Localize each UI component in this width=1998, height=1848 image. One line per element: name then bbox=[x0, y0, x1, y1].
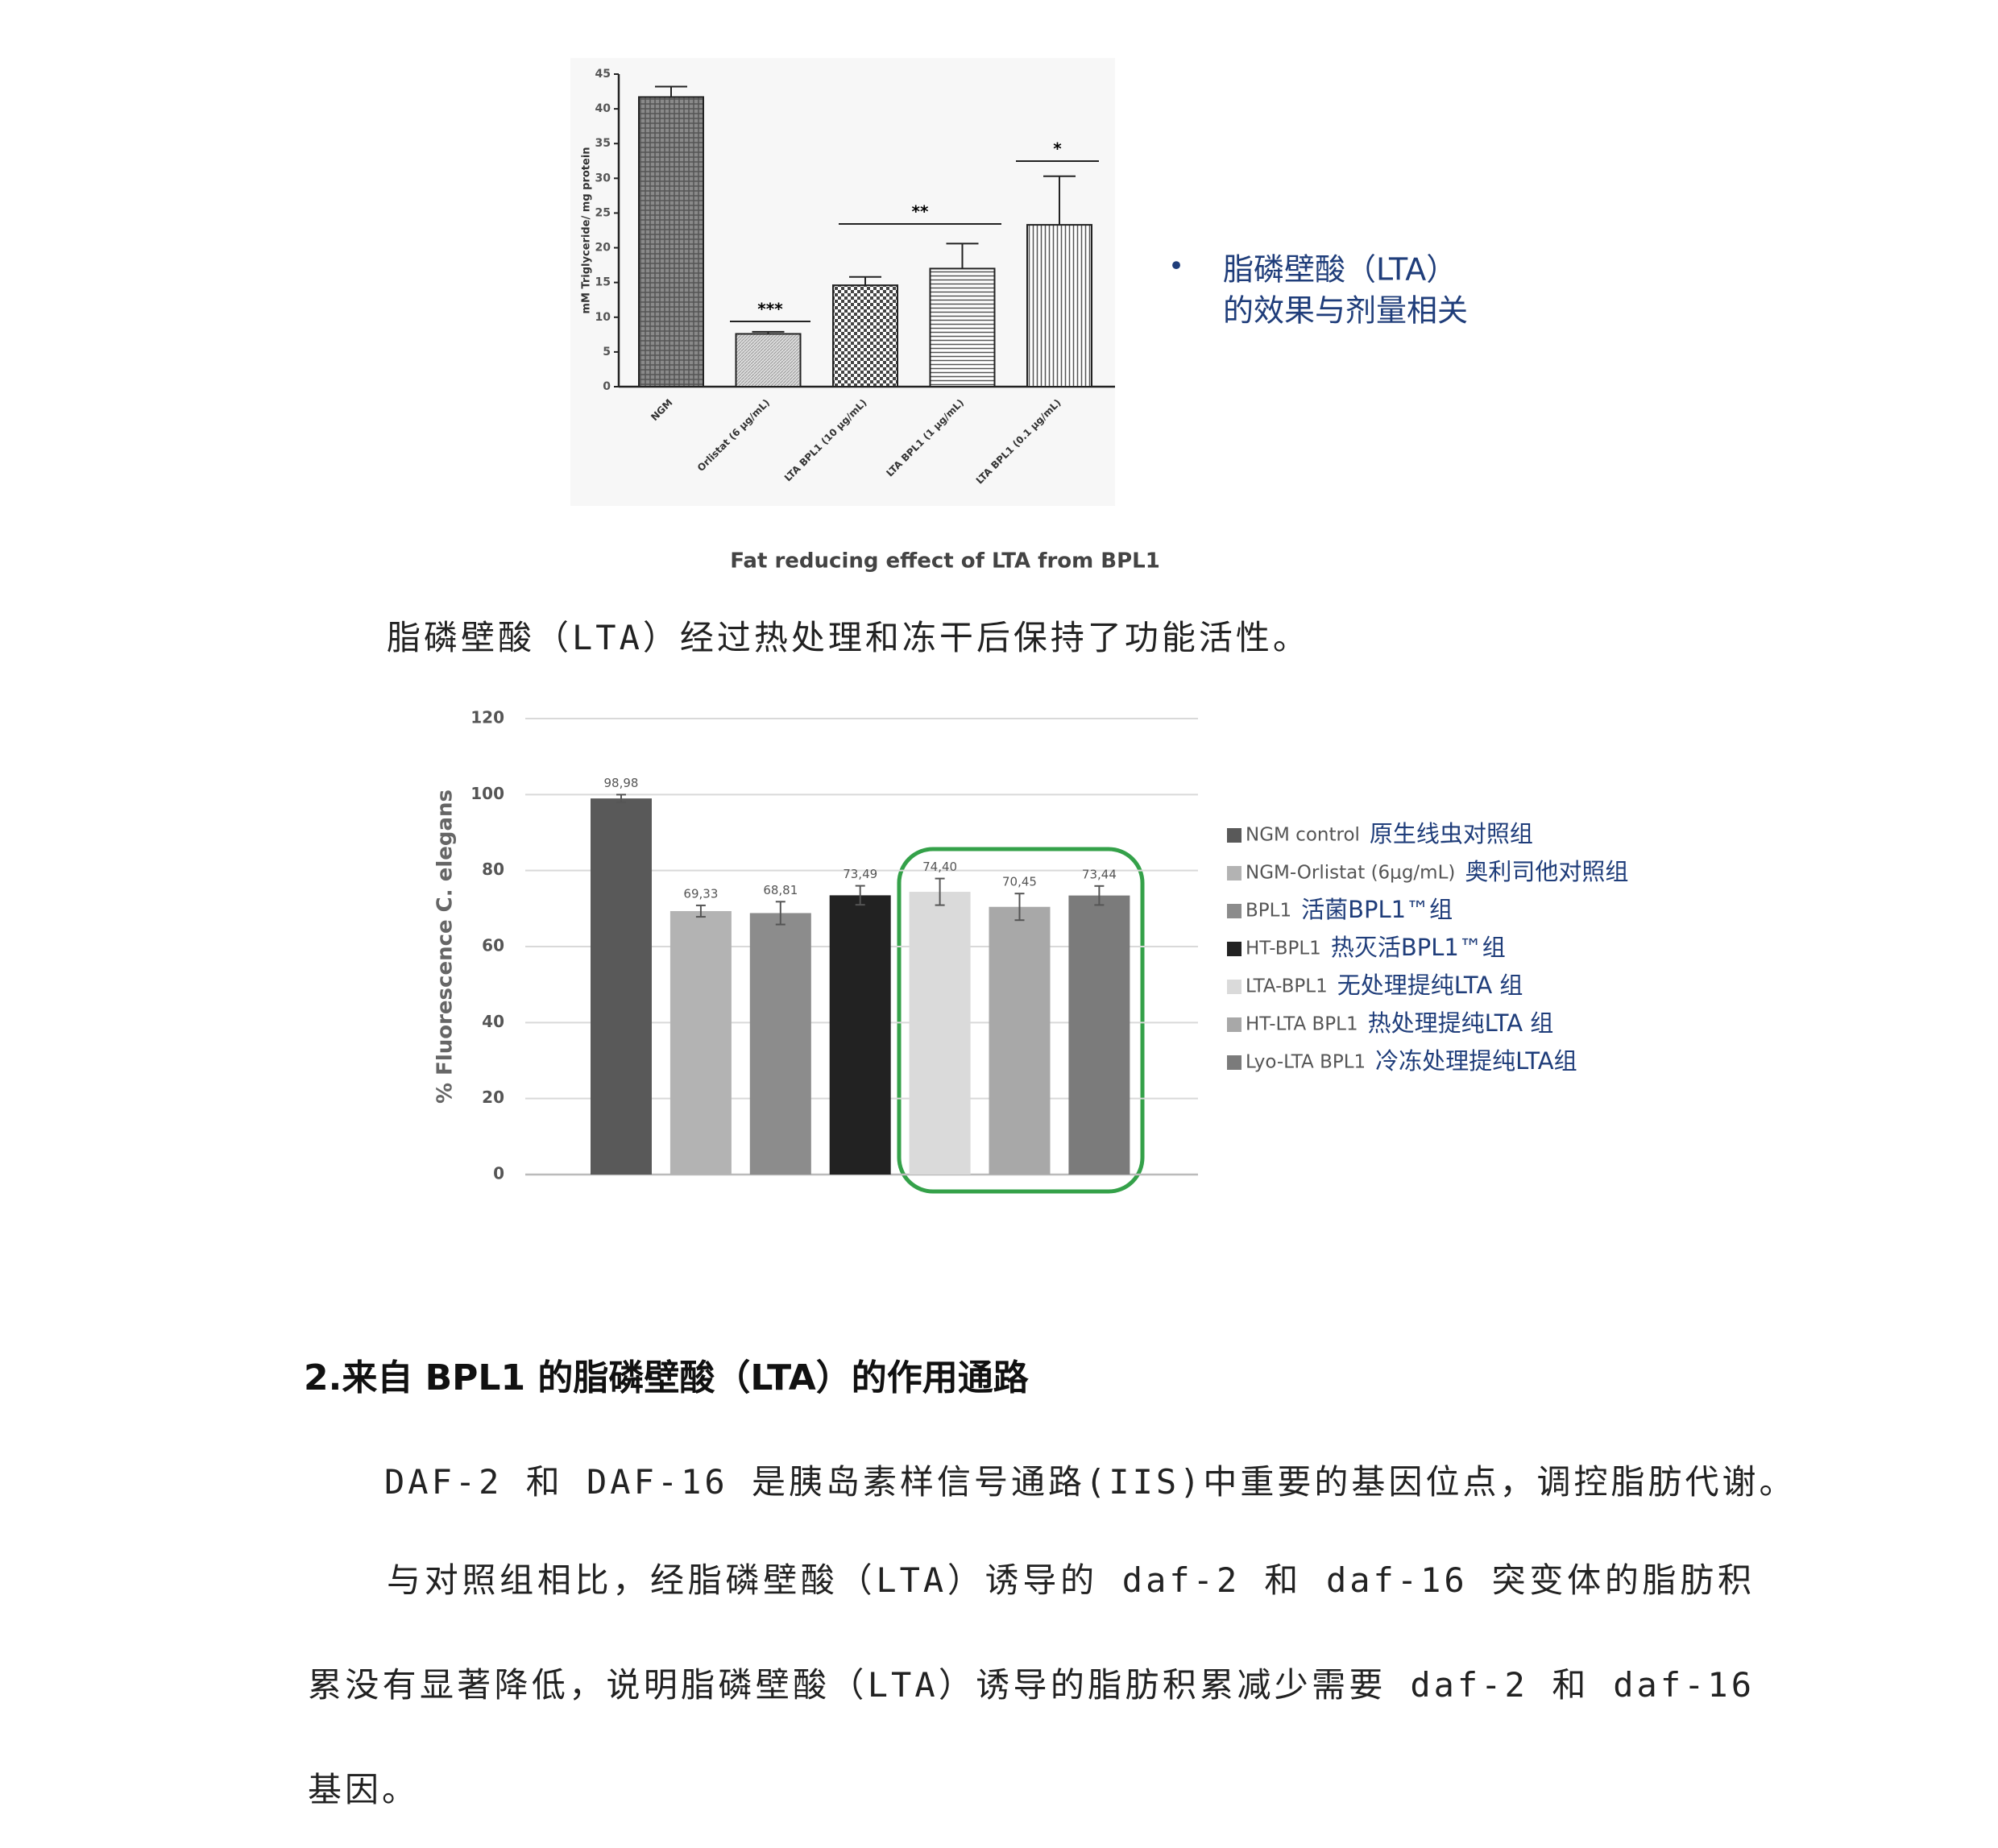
bar bbox=[909, 892, 971, 1175]
legend-swatch bbox=[1227, 1055, 1241, 1070]
legend-label: NGM control bbox=[1246, 825, 1360, 846]
bar bbox=[591, 798, 652, 1175]
value-label: 70,45 bbox=[1002, 875, 1037, 889]
y-axis-label: % Fluorescence C. elegans bbox=[433, 789, 458, 1104]
legend-label: NGM-Orlistat (6μg/mL) bbox=[1246, 863, 1455, 884]
value-label: 73,49 bbox=[843, 867, 877, 881]
legend-note: 热灭活BPL1™组 bbox=[1331, 934, 1506, 961]
bar bbox=[989, 906, 1051, 1175]
y-tick-label: 0 bbox=[493, 1164, 504, 1183]
significance-label: ** bbox=[912, 202, 929, 222]
legend-label: LTA-BPL1 bbox=[1246, 976, 1328, 997]
y-tick-label: 80 bbox=[482, 860, 504, 879]
legend-note: 活菌BPL1™组 bbox=[1301, 896, 1453, 923]
y-axis-label: mM Triglyceride/ mg protein bbox=[581, 147, 593, 313]
y-tick-label: 100 bbox=[470, 784, 504, 803]
legend-swatch bbox=[1227, 828, 1241, 843]
highlight-box bbox=[897, 847, 1145, 1194]
legend-note: 热处理提纯LTA 组 bbox=[1368, 1009, 1554, 1037]
side-note: 脂磷壁酸（LTA） bbox=[1223, 252, 1457, 288]
y-tick-label: 120 bbox=[470, 708, 504, 727]
bar bbox=[829, 895, 891, 1175]
significance-label: *** bbox=[757, 300, 783, 319]
y-tick-label: 35 bbox=[595, 137, 611, 150]
y-tick-label: 10 bbox=[595, 311, 611, 324]
y-tick-label: 40 bbox=[595, 102, 611, 115]
bar bbox=[638, 96, 704, 387]
value-label: 98,98 bbox=[604, 776, 639, 790]
paragraph: DAF-2 和 DAF-16 是胰岛素样信号通路(IIS)中重要的基因位点，调控… bbox=[384, 1462, 1797, 1502]
bullet: • bbox=[1168, 251, 1184, 283]
legend-label: HT-BPL1 bbox=[1246, 939, 1321, 959]
legend-swatch bbox=[1227, 904, 1241, 918]
bar bbox=[1026, 224, 1092, 388]
legend-label: Lyo-LTA BPL1 bbox=[1246, 1052, 1366, 1073]
legend-label: BPL1 bbox=[1246, 901, 1291, 922]
value-label: 68,81 bbox=[763, 883, 798, 897]
y-tick-label: 30 bbox=[595, 172, 611, 184]
bar bbox=[735, 333, 802, 387]
legend-swatch bbox=[1227, 942, 1241, 956]
value-label: 74,40 bbox=[922, 860, 957, 874]
value-label: 73,44 bbox=[1082, 867, 1117, 881]
side-note: 的效果与剂量相关 bbox=[1223, 293, 1468, 329]
bar bbox=[929, 267, 996, 387]
paragraph: 与对照组相比，经脂磷壁酸（LTA）诱导的 daf-2 和 daf-16 突变体的… bbox=[308, 1560, 1755, 1809]
bar bbox=[749, 913, 811, 1175]
y-tick-label: 20 bbox=[482, 1088, 504, 1107]
value-label: 69,33 bbox=[683, 886, 718, 901]
y-tick-label: 60 bbox=[482, 936, 504, 955]
bar bbox=[832, 284, 898, 388]
y-tick-label: 25 bbox=[595, 206, 611, 219]
bar bbox=[1068, 895, 1130, 1175]
section-heading: 2.来自 BPL1 的脂磷壁酸（LTA）的作用通路 bbox=[304, 1357, 1029, 1398]
bar bbox=[669, 910, 732, 1175]
y-tick-label: 0 bbox=[603, 380, 611, 393]
y-tick-label: 20 bbox=[595, 242, 611, 255]
legend-swatch bbox=[1227, 866, 1241, 880]
legend-label: HT-LTA BPL1 bbox=[1246, 1014, 1358, 1035]
legend-swatch bbox=[1227, 980, 1241, 994]
y-tick-label: 40 bbox=[482, 1012, 504, 1031]
legend-note: 无处理提纯LTA 组 bbox=[1337, 972, 1523, 999]
chart-caption: Fat reducing effect of LTA from BPL1 bbox=[730, 549, 1160, 574]
significance-label: * bbox=[1053, 139, 1062, 159]
y-tick-label: 5 bbox=[603, 346, 611, 358]
y-tick-label: 45 bbox=[595, 68, 611, 81]
paragraph: 脂磷壁酸（LTA）经过热处理和冻干后保持了功能活性。 bbox=[387, 618, 1310, 657]
legend-note: 冷冻处理提纯LTA组 bbox=[1375, 1047, 1577, 1075]
legend-swatch bbox=[1227, 1017, 1241, 1032]
legend-note: 原生线虫对照组 bbox=[1370, 820, 1533, 847]
y-tick-label: 15 bbox=[595, 276, 611, 289]
legend-note: 奥利司他对照组 bbox=[1465, 858, 1628, 885]
